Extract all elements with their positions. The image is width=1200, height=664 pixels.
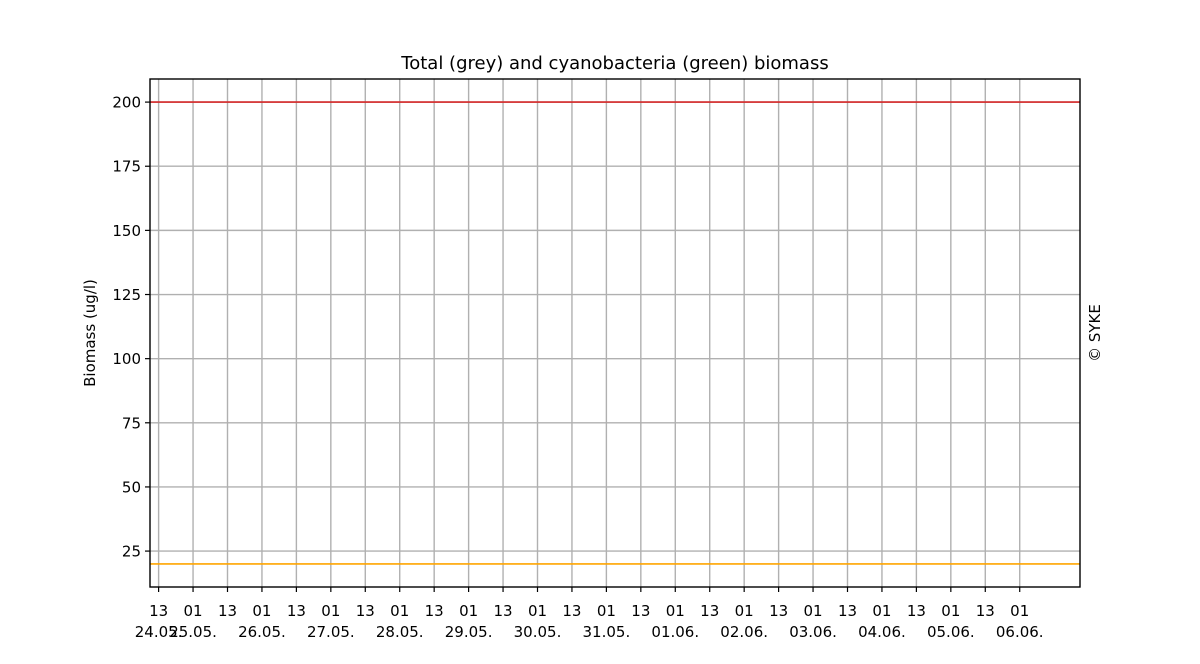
y-tick-label: 150 (112, 222, 141, 240)
x-tick-hour-label: 01 (252, 602, 271, 620)
x-tick-hour-label: 01 (390, 602, 409, 620)
y-tick-label: 75 (122, 414, 141, 432)
x-tick-hour-label: 01 (872, 602, 891, 620)
y-tick-label: 25 (122, 543, 141, 561)
x-tick-hour-label: 01 (941, 602, 960, 620)
x-tick-hour-label: 01 (597, 602, 616, 620)
x-tick-hour-label: 01 (1010, 602, 1029, 620)
chart-title: Total (grey) and cyanobacteria (green) b… (400, 53, 828, 74)
grid-lines (150, 79, 1080, 587)
y-tick-label: 200 (112, 94, 141, 112)
x-tick-hour-label: 13 (769, 602, 788, 620)
x-tick-date-label: 03.06. (789, 623, 837, 641)
x-tick-date-label: 29.05. (445, 623, 493, 641)
y-axis-ticks: 25 50 75 100 125 150 175 200 (112, 94, 150, 561)
x-tick-date-label: 31.05. (583, 623, 631, 641)
x-tick-hour-label: 01 (735, 602, 754, 620)
x-tick-date-label: 06.06. (996, 623, 1044, 641)
x-tick-date-label: 05.06. (927, 623, 975, 641)
x-tick-hour-label: 13 (700, 602, 719, 620)
x-tick-hour-label: 13 (425, 602, 444, 620)
x-tick-hour-label: 13 (838, 602, 857, 620)
x-tick-date-label: 02.06. (720, 623, 768, 641)
x-tick-hour-label: 13 (287, 602, 306, 620)
x-tick-hour-label: 13 (631, 602, 650, 620)
y-tick-label: 175 (112, 158, 141, 176)
x-tick-hour-label: 13 (562, 602, 581, 620)
credit-label: © SYKE (1086, 304, 1104, 362)
x-tick-hour-label: 13 (356, 602, 375, 620)
x-tick-hour-label: 13 (976, 602, 995, 620)
x-tick-hour-label: 01 (321, 602, 340, 620)
series-lines (150, 101, 1080, 565)
x-tick-date-label: 01.06. (651, 623, 699, 641)
x-tick-date-label: 30.05. (514, 623, 562, 641)
y-tick-label: 100 (112, 350, 141, 368)
y-axis-label: Biomass (ug/l) (81, 279, 99, 387)
x-tick-date-label: 25.05. (169, 623, 217, 641)
x-tick-date-label: 28.05. (376, 623, 424, 641)
x-tick-date-label: 27.05. (307, 623, 355, 641)
x-tick-hour-label: 13 (494, 602, 513, 620)
x-tick-date-label: 04.06. (858, 623, 906, 641)
plot-area-frame (149, 78, 1081, 588)
y-tick-label: 125 (112, 286, 141, 304)
x-tick-hour-label: 13 (149, 602, 168, 620)
x-tick-hour-label: 01 (184, 602, 203, 620)
x-tick-date-label: 24.05. (135, 623, 183, 641)
x-tick-hour-label: 01 (666, 602, 685, 620)
x-tick-hour-label: 13 (907, 602, 926, 620)
x-tick-hour-label: 01 (459, 602, 478, 620)
x-tick-hour-label: 01 (804, 602, 823, 620)
x-tick-date-label: 26.05. (238, 623, 286, 641)
y-tick-label: 50 (122, 478, 141, 496)
x-tick-hour-label: 01 (528, 602, 547, 620)
x-tick-hour-label: 13 (218, 602, 237, 620)
